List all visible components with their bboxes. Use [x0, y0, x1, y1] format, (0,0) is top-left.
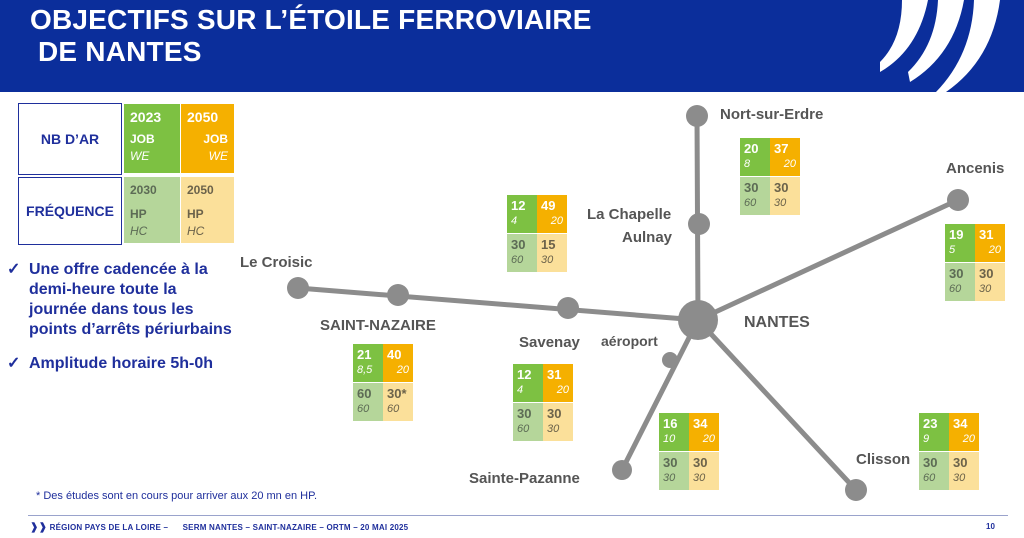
header-banner: OBJECTIFS SUR L’ÉTOILE FERROVIAIRE DE NA…: [0, 0, 1024, 92]
job-2023: 23 9: [919, 413, 949, 451]
label-nantes: NANTES: [744, 314, 810, 331]
job-2050: 49 20: [537, 195, 567, 233]
legend-2023-cell: 2023 JOB WE: [124, 104, 180, 173]
legend-2050-cell: 2050 JOB WE: [181, 104, 234, 173]
freq-2050: 30 30: [543, 403, 573, 441]
job-2023: 12 4: [513, 364, 543, 402]
legend-frequence: FRÉQUENCE: [18, 177, 122, 245]
legend-freq-2030-cell: 2030 HP HC: [124, 177, 180, 243]
station-node-croisic: [287, 277, 309, 299]
bullet-list: ✓ Une offre cadencée à la demi-heure tou…: [5, 260, 235, 388]
label-sainte-pazanne: Sainte-Pazanne: [469, 470, 580, 487]
job-2023: 21 8,5: [353, 344, 383, 382]
bullet-item: ✓ Amplitude horaire 5h-0h: [7, 355, 214, 372]
table-clisson: 23 9 34 20 30 60 30 30: [919, 413, 979, 490]
station-node-nort: [686, 105, 708, 127]
station-node-pazanne: [612, 460, 632, 480]
label-croisic: Le Croisic: [240, 254, 313, 271]
freq-2050: 30 30: [975, 263, 1005, 301]
label-ancenis: Ancenis: [946, 160, 1005, 177]
freq-2050: 30* 60: [383, 383, 413, 421]
station-node-chapelle: [688, 213, 710, 235]
title-line-1: OBJECTIFS SUR L’ÉTOILE FERROVIAIRE: [30, 4, 592, 35]
job-2023: 20 8: [740, 138, 770, 176]
label-chapelle-1: La Chapelle: [587, 206, 672, 223]
label-saint-nazaire: SAINT-NAZAIRE: [320, 317, 436, 334]
checkmark-icon: ✓: [7, 355, 21, 372]
line-nantes-clisson: [695, 317, 859, 493]
freq-2050: 15 30: [537, 234, 567, 272]
freq-2030: 30 30: [659, 452, 689, 490]
freq-2030: 30 60: [919, 452, 949, 490]
table-ancenis: 19 5 31 20 30 60 30 30: [945, 224, 1005, 301]
label-chapelle-2: Aulnay: [622, 229, 673, 246]
checkmark-icon: ✓: [7, 261, 21, 278]
job-2023: 19 5: [945, 224, 975, 262]
station-node-nantes: [678, 300, 718, 340]
job-2023: 16 10: [659, 413, 689, 451]
page-title: OBJECTIFS SUR L’ÉTOILE FERROVIAIRE DE NA…: [30, 4, 592, 68]
job-2050: 31 20: [543, 364, 573, 402]
job-2050: 37 20: [770, 138, 800, 176]
region-logo-icon: [880, 0, 1000, 92]
station-node-saint-nazaire: [387, 284, 409, 306]
table-chapelle: 12 4 49 20 30 60 15 30: [507, 195, 567, 272]
label-savenay: Savenay: [519, 334, 580, 351]
label-clisson: Clisson: [856, 451, 911, 468]
freq-2050: 30 30: [689, 452, 719, 490]
table-saint-nazaire: 21 8,5 40 20 60 60 30* 60: [353, 344, 413, 421]
footer-divider: [28, 515, 1008, 516]
freq-2030: 60 60: [353, 383, 383, 421]
job-2050: 31 20: [975, 224, 1005, 262]
label-nort: Nort-sur-Erdre: [720, 106, 824, 123]
freq-2050: 30 30: [770, 177, 800, 215]
freq-2030: 30 60: [513, 403, 543, 441]
bullet-item: ✓ Une offre cadencée à la demi-heure tou…: [7, 261, 232, 338]
freq-2050: 30 30: [949, 452, 979, 490]
freq-2030: 30 60: [507, 234, 537, 272]
job-2050: 40 20: [383, 344, 413, 382]
title-line-2: DE NANTES: [38, 36, 202, 67]
legend-freq-2050-cell: 2050 HP HC: [181, 177, 234, 243]
legend-nb-ar: NB D’AR: [18, 103, 122, 175]
page-number: 10: [986, 522, 995, 531]
job-2023: 12 4: [507, 195, 537, 233]
job-2050: 34 20: [949, 413, 979, 451]
freq-2030: 30 60: [740, 177, 770, 215]
footer-text: ❱❱ RÉGION PAYS DE LA LOIRE – SERM NANTES…: [30, 522, 409, 533]
footnote: * Des études sont en cours pour arriver …: [36, 490, 318, 502]
label-aeroport: aéroport: [601, 333, 658, 349]
table-nort: 20 8 37 20 30 60 30 30: [740, 138, 800, 215]
station-node-clisson: [845, 479, 867, 501]
line-nantes-pazanne: [619, 317, 701, 473]
station-node-aeroport: [662, 352, 678, 368]
line-nantes-ancenis: [695, 197, 961, 323]
footer-logo-icon: ❱❱: [30, 522, 48, 533]
job-2050: 34 20: [689, 413, 719, 451]
line-nantes-croisic: [295, 285, 701, 323]
table-sainte-pazanne: 16 10 34 20 30 30 30 30: [659, 413, 719, 490]
station-node-savenay: [557, 297, 579, 319]
table-savenay: 12 4 31 20 30 60 30 30: [513, 364, 573, 441]
freq-2030: 30 60: [945, 263, 975, 301]
station-node-ancenis: [947, 189, 969, 211]
